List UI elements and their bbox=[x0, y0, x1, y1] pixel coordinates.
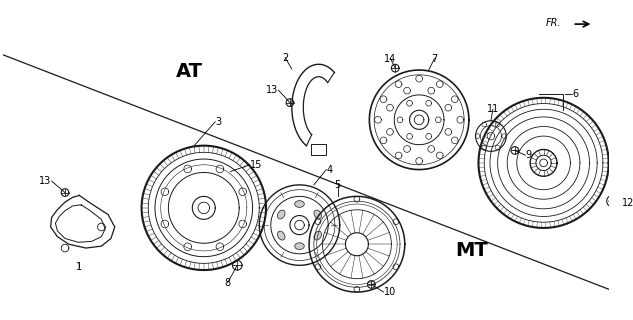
Text: 13: 13 bbox=[266, 85, 279, 95]
Text: 15: 15 bbox=[250, 160, 262, 170]
Text: 13: 13 bbox=[39, 176, 52, 186]
Ellipse shape bbox=[314, 210, 322, 219]
Text: 4: 4 bbox=[326, 164, 332, 175]
Text: AT: AT bbox=[176, 62, 203, 82]
Text: 2: 2 bbox=[282, 52, 288, 63]
Ellipse shape bbox=[295, 201, 304, 207]
Text: 11: 11 bbox=[487, 104, 499, 114]
Ellipse shape bbox=[314, 231, 322, 240]
Text: 14: 14 bbox=[384, 53, 396, 64]
Ellipse shape bbox=[277, 231, 285, 240]
Text: 8: 8 bbox=[225, 277, 231, 287]
Text: MT: MT bbox=[455, 241, 488, 260]
Text: 7: 7 bbox=[431, 53, 437, 64]
Text: 9: 9 bbox=[525, 150, 532, 160]
Ellipse shape bbox=[295, 243, 304, 250]
Text: 5: 5 bbox=[335, 180, 341, 190]
Text: 12: 12 bbox=[622, 198, 633, 208]
Text: 3: 3 bbox=[215, 117, 222, 127]
Text: 6: 6 bbox=[572, 89, 579, 99]
FancyBboxPatch shape bbox=[311, 144, 326, 155]
Ellipse shape bbox=[277, 210, 285, 219]
Text: 10: 10 bbox=[384, 287, 396, 297]
Text: 1: 1 bbox=[77, 262, 82, 272]
Text: FR.: FR. bbox=[545, 18, 561, 28]
